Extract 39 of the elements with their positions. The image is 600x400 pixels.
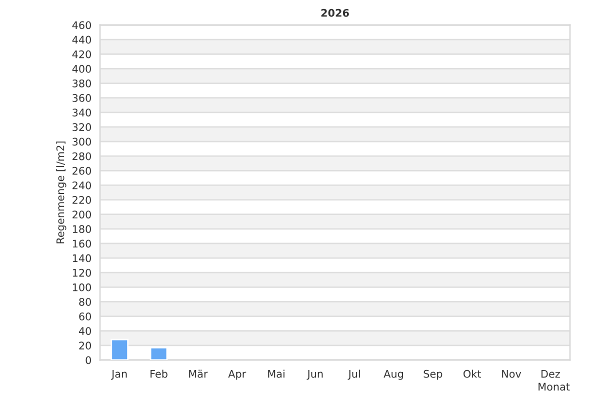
x-axis-title: Monat — [538, 382, 570, 391]
x-tick-label: Apr — [228, 370, 246, 380]
y-axis-title: Regenmenge [l/m2] — [56, 142, 66, 244]
y-tick-label: 240 — [72, 181, 91, 190]
y-tick-label: 200 — [72, 210, 91, 218]
y-tick-label: 140 — [72, 254, 91, 262]
y-tick-label: 0 — [86, 356, 91, 364]
y-tick-label: 300 — [72, 138, 91, 146]
x-tick-label: Jul — [348, 370, 360, 380]
chart-title: 2026 — [321, 8, 349, 17]
y-tick-label: 320 — [72, 123, 91, 132]
x-tick-label: Jan — [111, 370, 127, 380]
x-tick-label: Mai — [268, 370, 284, 378]
y-tick-label: 380 — [72, 79, 91, 88]
y-tick-label: 60 — [79, 312, 91, 320]
y-tick-label: 400 — [72, 64, 91, 73]
x-tick-label: Jun — [306, 370, 323, 380]
y-tick-label: 360 — [72, 94, 91, 102]
y-tick-label: 440 — [72, 36, 91, 44]
x-tick-label: Mär — [189, 370, 208, 378]
y-tick-label: 280 — [72, 152, 91, 160]
y-tick-label: 80 — [79, 298, 91, 306]
y-tick-label: 340 — [72, 108, 91, 116]
y-tick-label: 180 — [72, 225, 91, 234]
x-tick-label: Nov — [502, 370, 522, 378]
y-tick-label: 120 — [72, 268, 91, 277]
y-tick-label: 40 — [78, 327, 91, 335]
x-tick-label: Feb — [150, 370, 168, 378]
y-tick-label: 100 — [72, 283, 91, 292]
x-tick-label: Okt — [464, 370, 481, 378]
x-tick-label: Dez — [541, 370, 560, 378]
x-tick-label: Sep — [424, 370, 442, 380]
y-tick-label: 220 — [72, 196, 91, 204]
y-tick-label: 20 — [79, 342, 91, 350]
y-tick-label: 260 — [72, 166, 91, 175]
y-tick-label: 460 — [72, 21, 91, 30]
x-tick-label: Aug — [384, 370, 403, 380]
y-tick-label: 420 — [72, 50, 91, 58]
y-tick-label: 160 — [72, 240, 91, 248]
